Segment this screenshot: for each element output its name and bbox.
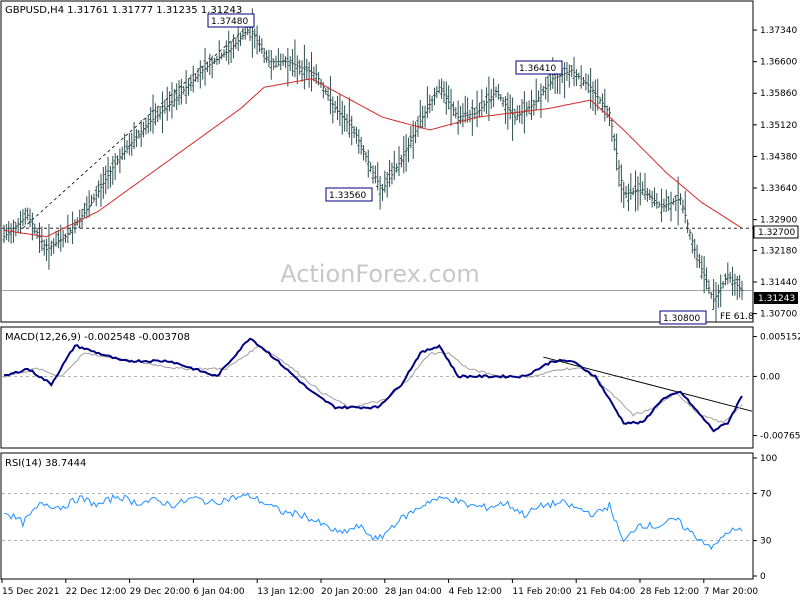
time-axis-label: 29 Dec 20:00 (130, 587, 191, 597)
rsi-axis-label: 100 (760, 454, 777, 464)
time-axis-label: 20 Jan 20:00 (321, 587, 378, 597)
price-axis-label: 1.32180 (760, 246, 797, 256)
time-axis-label: 28 Jan 04:00 (385, 587, 442, 597)
rsi-panel (0, 452, 754, 580)
svg-text:1.37480: 1.37480 (211, 17, 248, 27)
time-axis-label: 21 Feb 04:00 (576, 587, 635, 597)
annotation-high-2: 1.36410 (515, 60, 563, 75)
price-axis-label: 1.35120 (760, 121, 797, 131)
macd-axis-label: 0.00 (760, 372, 780, 382)
time-axis-label: 6 Jan 04:00 (193, 587, 245, 597)
macd-axis-label: -0.00765 (760, 432, 800, 442)
time-axis-label: 28 Feb 12:00 (640, 587, 699, 597)
macd-signal-line (3, 345, 743, 424)
svg-text:1.36410: 1.36410 (519, 64, 556, 74)
time-axis-label: 13 Jan 12:00 (257, 587, 314, 597)
ticks-layer: 1.37340 1.36600 1.35860 1.35120 1.34380 1.336… (1, 26, 797, 597)
time-axis-label: 22 Dec 12:00 (66, 587, 127, 597)
watermark-text: ActionForex.com (280, 260, 480, 288)
time-axis-label: 7 Mar 20:00 (704, 587, 759, 597)
price-axis-label: 1.35860 (760, 89, 797, 99)
macd-axis-label: 0.005152 (760, 333, 800, 343)
macd-main-line (3, 337, 743, 433)
macd-layer: 0.005152 0.00 -0.00765 (2, 333, 800, 442)
price-axis-label: 1.32900 (760, 216, 797, 226)
rsi-axis-label: 70 (760, 489, 772, 499)
svg-text:1.32700: 1.32700 (758, 228, 795, 238)
rsi-pane-title: RSI(14) 38.7444 (5, 458, 86, 469)
fe-label: FE 61.8 (720, 312, 754, 322)
ma-layer (3, 78, 743, 238)
level-tag-1: 1.32700 (753, 225, 799, 239)
price-axis-label: 1.37340 (760, 26, 797, 36)
time-axis-label: 4 Feb 12:00 (449, 587, 503, 597)
rsi-line (4, 492, 743, 551)
price-axis-label: 1.34380 (760, 152, 797, 162)
price-pane-title: GBPUSD,H4 1.31761 1.31777 1.31235 1.3124… (5, 5, 242, 16)
rsi-layer: 100 70 30 0 (2, 454, 777, 582)
rsi-axis-label: 0 (760, 572, 766, 582)
price-panel (0, 0, 754, 323)
macd-pane-title: MACD(12,26,9) -0.002548 -0.003708 (5, 332, 190, 343)
moving-average-line (3, 78, 743, 238)
price-axis-label: 1.30700 (760, 310, 797, 320)
macd-panel (0, 326, 754, 449)
time-axis-label: 11 Feb 20:00 (512, 587, 571, 597)
time-axis-label: 15 Dec 2021 (2, 587, 60, 597)
level-tag-2: 1.31243 (754, 292, 798, 304)
svg-text:1.30800: 1.30800 (663, 314, 700, 324)
price-axis-label: 1.31440 (760, 278, 797, 288)
price-axis-label: 1.36600 (760, 58, 797, 68)
annotation-high-1: 1.37480 (207, 13, 255, 28)
annotation-low-1: 1.33560 (325, 187, 373, 202)
svg-text:1.31243: 1.31243 (758, 294, 795, 304)
annotation-low-2: 1.30800 (659, 310, 707, 325)
svg-text:1.33560: 1.33560 (329, 191, 366, 201)
price-axis-label: 1.33640 (760, 184, 797, 194)
macd-trend-line (543, 356, 753, 412)
rsi-axis-label: 30 (760, 537, 772, 547)
